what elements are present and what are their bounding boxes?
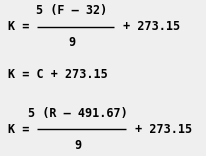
Text: 5 (F – 32): 5 (F – 32) xyxy=(36,4,108,17)
Text: K = C + 273.15: K = C + 273.15 xyxy=(8,68,108,81)
Text: + 273.15: + 273.15 xyxy=(128,123,192,136)
Text: 9: 9 xyxy=(69,36,76,49)
Text: 5 (R – 491.67): 5 (R – 491.67) xyxy=(28,107,128,120)
Text: K =: K = xyxy=(8,123,37,136)
Text: + 273.15: + 273.15 xyxy=(116,20,180,33)
Text: 9: 9 xyxy=(75,139,82,152)
Text: K =: K = xyxy=(8,20,37,33)
